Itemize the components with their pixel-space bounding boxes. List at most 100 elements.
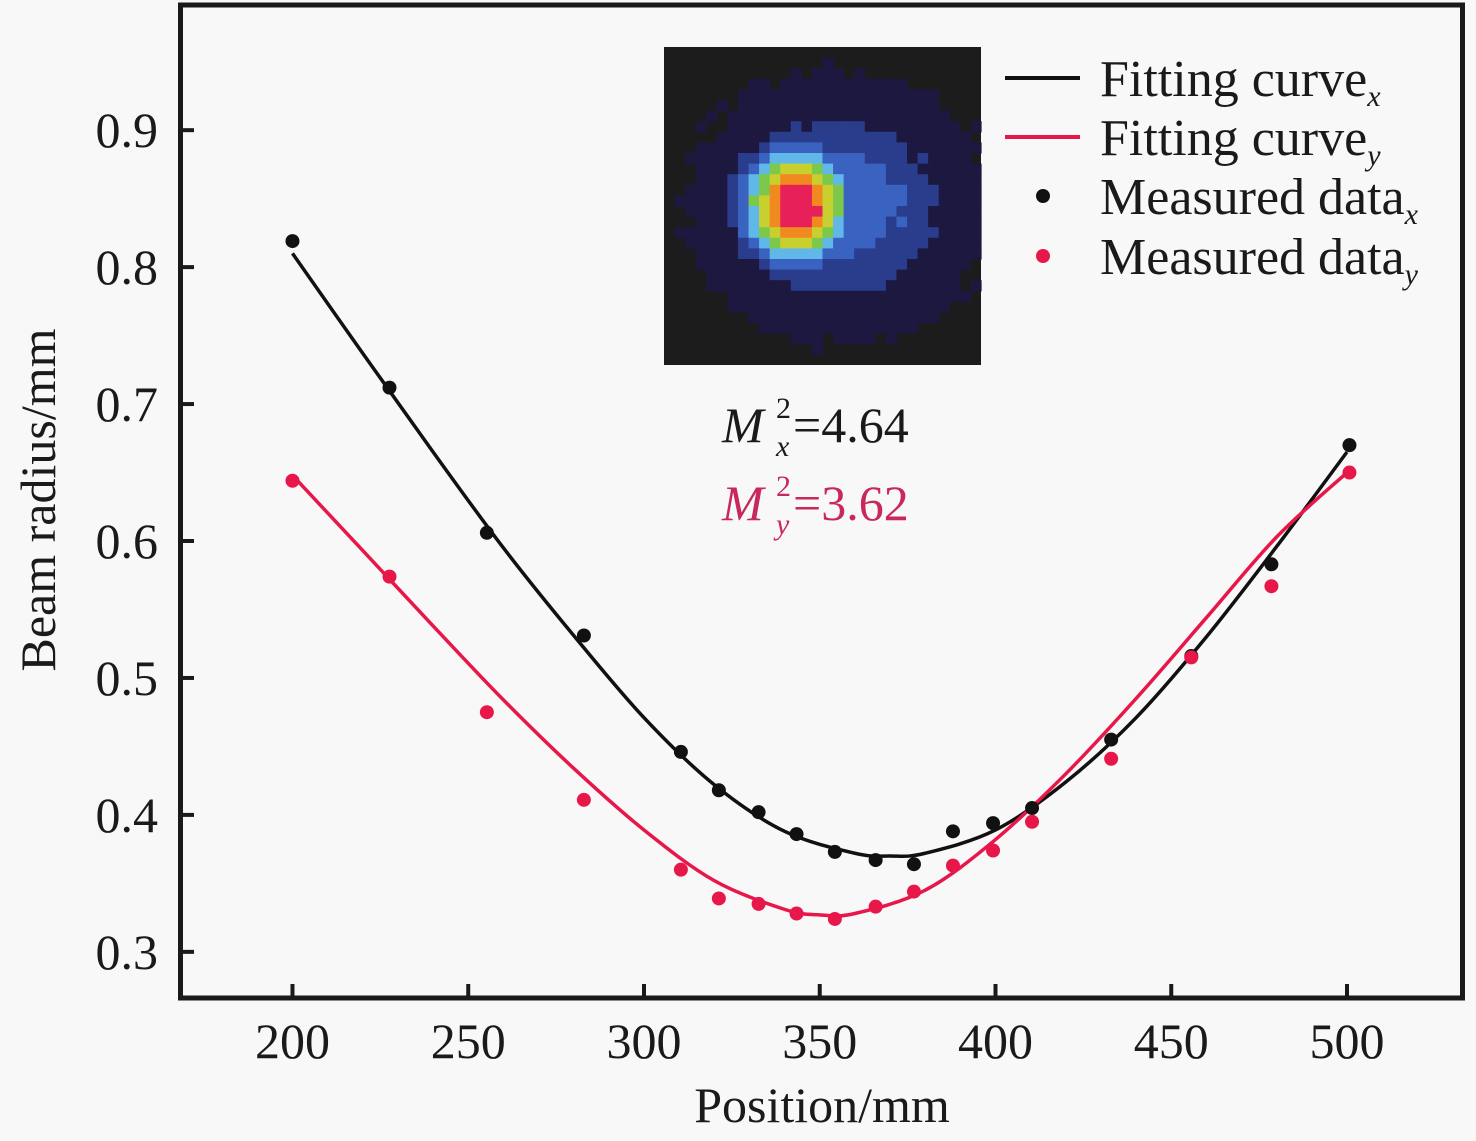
inset-pixel [727, 110, 739, 122]
inset-pixel [790, 131, 802, 143]
inset-pixel [727, 163, 739, 175]
inset-pixel [822, 322, 834, 334]
inset-pixel [811, 142, 824, 154]
inset-pixel [727, 269, 739, 281]
inset-pixel [695, 206, 707, 218]
inset-pixel [885, 89, 898, 101]
inset-pixel [748, 174, 760, 186]
m-value: =4.64 [793, 397, 909, 453]
inset-pixel [928, 259, 940, 271]
inset-pixel [938, 280, 950, 292]
inset-pixel [727, 259, 739, 271]
inset-pixel [854, 301, 866, 313]
inset-pixel [854, 227, 866, 239]
inset-pixel [854, 216, 866, 228]
inset-pixel [769, 121, 781, 133]
inset-pixel [896, 312, 908, 324]
inset-pixel [843, 312, 855, 324]
inset-pixel [917, 290, 929, 302]
legend-label: Measured datay [1100, 229, 1419, 291]
inset-pixel [801, 121, 813, 133]
inset-pixel [801, 110, 813, 122]
inset-pixel [811, 259, 824, 271]
inset-pixel [875, 153, 887, 165]
inset-pixel [864, 248, 876, 260]
inset-pixel [896, 237, 908, 249]
y-axis: 0.3 0.4 0.5 0.6 0.7 0.8 0.9 [96, 102, 194, 980]
y-tick-label: 0.9 [96, 102, 159, 158]
inset-pixel [833, 259, 845, 271]
inset-pixel [822, 121, 834, 133]
inset-pixel [949, 227, 961, 239]
inset-pixel [716, 195, 728, 207]
inset-pixel [907, 259, 919, 271]
inset-pixel [727, 227, 739, 239]
inset-pixel [917, 89, 929, 101]
inset-pixel [811, 290, 824, 302]
inset-pixel [737, 290, 750, 302]
inset-pixel [780, 142, 792, 154]
inset-pixel [748, 227, 760, 239]
inset-pixel [695, 153, 707, 165]
inset-pixel [780, 269, 792, 281]
inset-pixel [780, 322, 792, 334]
inset-pixel [706, 163, 718, 175]
inset-pixel [885, 163, 898, 175]
legend-item-3: Measured datay [1036, 229, 1419, 291]
inset-pixel [864, 131, 876, 143]
inset-pixel [790, 333, 802, 345]
inset-pixel [885, 216, 898, 228]
inset-pixel [706, 110, 718, 122]
inset-pixel [822, 216, 834, 228]
inset-pixel [917, 259, 929, 271]
inset-pixel [769, 322, 781, 334]
inset-pixel [706, 184, 718, 196]
inset-pixel [822, 259, 834, 271]
inset-pixel [769, 280, 781, 292]
inset-pixel [780, 280, 792, 292]
inset-pixel [780, 184, 792, 196]
y-tick-label: 0.8 [96, 239, 159, 295]
data-point-x [1025, 801, 1040, 816]
inset-pixel [780, 237, 792, 249]
legend-label: Measured datax [1100, 169, 1419, 231]
inset-pixel [811, 312, 824, 324]
inset-pixel [833, 195, 845, 207]
inset-pixel [885, 121, 898, 133]
inset-pixel [748, 290, 760, 302]
data-point-x [868, 853, 883, 868]
inset-pixel [854, 174, 866, 186]
inset-pixel [790, 322, 802, 334]
data-point-x [789, 827, 804, 842]
inset-pixel [790, 206, 802, 218]
inset-pixel [938, 237, 950, 249]
inset-pixel [716, 259, 728, 271]
inset-pixel [769, 195, 781, 207]
inset-pixel [896, 89, 908, 101]
inset-pixel [801, 195, 813, 207]
inset-pixel [801, 301, 813, 313]
inset-pixel [737, 110, 750, 122]
inset-pixel [759, 153, 771, 165]
inset-pixel [864, 312, 876, 324]
inset-pixel [917, 153, 929, 165]
inset-pixel [737, 227, 750, 239]
inset-pixel [854, 333, 866, 345]
inset-pixel [769, 184, 781, 196]
x-axis-label: Position/mm [694, 1077, 950, 1133]
inset-pixel [959, 131, 972, 143]
inset-pixel [780, 163, 792, 175]
inset-pixel [727, 248, 739, 260]
inset-pixel [896, 174, 908, 186]
y-tick-label: 0.3 [96, 924, 159, 980]
data-point-x [382, 380, 397, 395]
data-point-x [576, 628, 591, 643]
inset-pixel [811, 195, 824, 207]
inset-pixel [811, 153, 824, 165]
inset-pixel [780, 131, 792, 143]
data-point-x [945, 824, 960, 839]
inset-pixel [907, 131, 919, 143]
inset-pixel [833, 121, 845, 133]
inset-pixel [949, 163, 961, 175]
